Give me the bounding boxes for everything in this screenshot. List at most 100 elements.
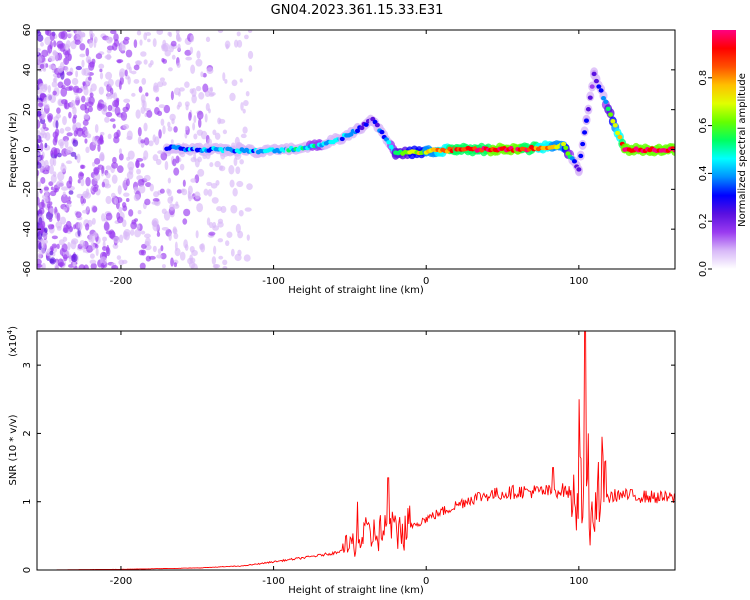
noise-mark xyxy=(73,130,78,137)
noise-mark xyxy=(116,97,120,103)
noise-mark xyxy=(46,30,52,37)
noise-mark xyxy=(212,221,217,229)
noise-mark xyxy=(141,243,147,249)
noise-mark xyxy=(37,130,41,134)
noise-mark xyxy=(78,171,84,180)
noise-mark xyxy=(67,196,71,202)
noise-mark xyxy=(130,229,135,236)
noise-mark xyxy=(82,245,86,253)
noise-mark xyxy=(48,201,53,206)
noise-mark xyxy=(110,192,116,198)
noise-mark xyxy=(198,118,202,128)
noise-mark xyxy=(231,79,238,87)
noise-mark xyxy=(137,209,142,215)
noise-mark xyxy=(86,206,90,211)
noise-mark xyxy=(46,93,52,102)
noise-mark xyxy=(128,66,132,74)
noise-mark xyxy=(135,160,140,168)
noise-mark xyxy=(191,94,197,104)
noise-mark xyxy=(160,252,167,260)
noise-mark xyxy=(133,39,138,48)
noise-mark xyxy=(42,122,47,130)
noise-mark xyxy=(37,50,40,56)
noise-mark xyxy=(185,125,189,131)
noise-mark xyxy=(76,87,83,94)
noise-mark xyxy=(56,180,64,188)
noise-mark xyxy=(125,198,130,203)
noise-mark xyxy=(39,63,45,69)
noise-mark xyxy=(207,189,213,197)
noise-mark xyxy=(89,32,95,38)
snr-plot-area xyxy=(37,331,675,570)
noise-mark xyxy=(136,168,141,175)
noise-mark xyxy=(47,44,53,54)
noise-mark xyxy=(82,190,89,198)
noise-mark xyxy=(49,250,54,256)
noise-mark xyxy=(170,90,174,101)
noise-mark xyxy=(145,255,152,262)
noise-mark xyxy=(119,76,124,85)
noise-mark xyxy=(66,200,72,205)
noise-mark xyxy=(59,216,67,225)
noise-mark xyxy=(68,111,72,119)
signal-mark xyxy=(615,130,621,136)
noise-mark xyxy=(63,57,70,66)
noise-mark xyxy=(152,38,157,48)
noise-mark xyxy=(209,162,214,168)
noise-mark xyxy=(156,30,164,35)
signal-mark xyxy=(598,88,604,93)
noise-mark xyxy=(75,122,82,129)
signal-mark xyxy=(386,140,392,145)
noise-mark xyxy=(177,37,182,43)
noise-mark xyxy=(106,45,114,51)
noise-mark xyxy=(61,85,66,89)
snr-line-layer xyxy=(37,331,675,570)
noise-mark xyxy=(124,69,128,77)
noise-mark xyxy=(188,111,192,121)
noise-mark xyxy=(185,104,189,111)
noise-mark xyxy=(143,59,148,65)
noise-mark xyxy=(167,121,171,128)
noise-mark xyxy=(202,83,209,93)
noise-mark xyxy=(156,231,161,237)
noise-mark xyxy=(49,207,55,214)
noise-mark xyxy=(57,139,65,147)
noise-mark xyxy=(57,43,64,49)
noise-mark xyxy=(80,178,85,187)
noise-mark xyxy=(61,186,69,191)
noise-mark xyxy=(104,116,110,123)
noise-mark xyxy=(126,135,133,141)
x-tick-label: -200 xyxy=(110,276,133,287)
noise-mark xyxy=(145,237,151,247)
noise-mark xyxy=(228,165,235,175)
noise-mark xyxy=(43,186,49,191)
noise-mark xyxy=(139,262,146,269)
noise-mark xyxy=(79,53,86,58)
noise-mark xyxy=(84,138,88,144)
signal-mark xyxy=(339,136,345,142)
noise-mark xyxy=(149,60,154,66)
noise-mark xyxy=(240,101,244,111)
noise-mark xyxy=(85,56,92,64)
noise-mark xyxy=(94,123,99,133)
noise-mark xyxy=(152,154,159,162)
noise-mark xyxy=(131,92,136,97)
noise-mark xyxy=(170,40,177,47)
spectrogram-x-ticks: -200 -100 0 100 xyxy=(110,30,588,287)
y-tick-label: -60 xyxy=(22,261,33,277)
noise-mark xyxy=(159,77,165,82)
noise-mark xyxy=(52,90,57,96)
signal-mark xyxy=(578,153,584,159)
noise-mark xyxy=(136,225,141,230)
noise-mark xyxy=(37,263,43,268)
noise-mark xyxy=(77,179,81,184)
noise-mark xyxy=(98,63,105,69)
noise-mark xyxy=(112,156,117,164)
noise-mark xyxy=(54,128,60,137)
noise-mark xyxy=(51,243,58,249)
x-tick-label: -200 xyxy=(110,576,133,587)
noise-mark xyxy=(182,218,188,225)
colorbar-ticks: 0.0 0.2 0.4 0.6 0.8 xyxy=(698,70,712,277)
noise-mark xyxy=(243,99,249,107)
noise-mark xyxy=(51,235,58,240)
